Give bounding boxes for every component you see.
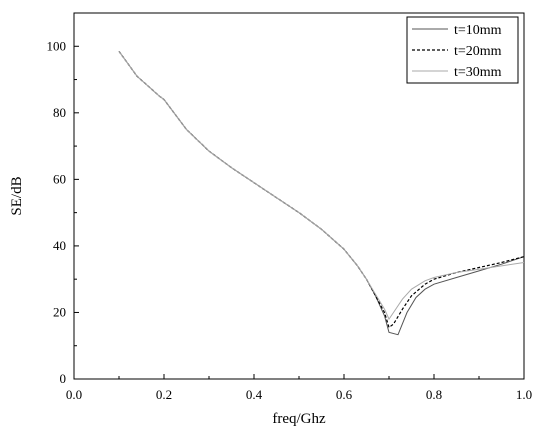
axis-ticks: 0.0 0.2 0.4 0.6 0.8 1.0 0 20 40 60 80 100 <box>47 12 532 402</box>
legend: t=10mm t=20mm t=30mm <box>406 16 519 84</box>
y-tick-label: 0 <box>60 371 67 386</box>
series-line-2 <box>118 50 525 329</box>
legend-label-3: t=30mm <box>454 65 502 80</box>
legend-label-2: t=20mm <box>454 44 502 59</box>
x-tick-label: 0.4 <box>246 387 263 402</box>
x-tick-label: 0.8 <box>426 387 442 402</box>
series-line-3 <box>118 51 525 321</box>
series-layer <box>118 50 525 336</box>
x-tick-label: 0.6 <box>336 387 353 402</box>
x-tick-label: 0.2 <box>156 387 172 402</box>
x-tick-label: 0.0 <box>66 387 82 402</box>
series-line-1 <box>118 51 525 336</box>
y-axis-title: SE/dB <box>9 176 25 215</box>
x-axis-title: freq/Ghz <box>272 411 326 427</box>
legend-label-1: t=10mm <box>454 23 502 38</box>
y-tick-label: 20 <box>53 304 66 319</box>
y-tick-label: 80 <box>53 105 66 120</box>
y-tick-label: 100 <box>47 38 67 53</box>
x-tick-label: 1.0 <box>516 387 532 402</box>
legend-box <box>406 16 519 84</box>
y-tick-label: 60 <box>53 171 66 186</box>
y-tick-label: 40 <box>53 238 66 253</box>
